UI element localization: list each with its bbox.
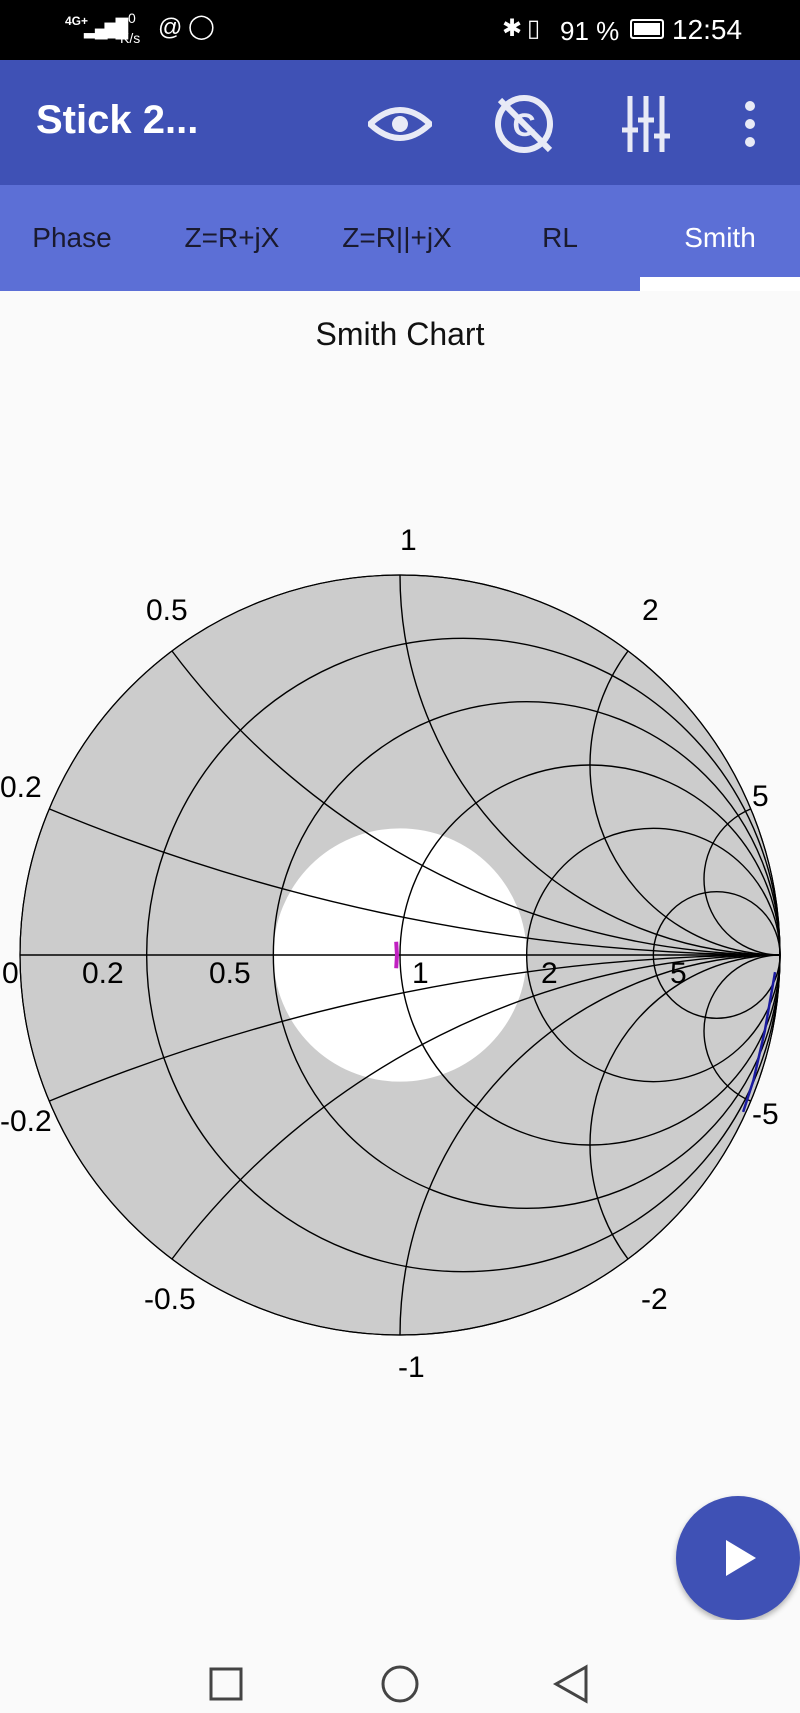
app-title: Stick 2...: [36, 98, 199, 142]
reactance-arc-2: [589, 650, 781, 956]
label-x-neg0.5: -0.5: [144, 1283, 196, 1316]
status-bar: 4G+ ▂▄▆█ 0 K/s @ ◯ ✱ ▯ 91 % 12:54: [0, 0, 800, 60]
tab-rl[interactable]: RL: [542, 222, 578, 253]
reactance-arc-0.5: [171, 650, 781, 956]
network-indicator: 4G+: [65, 14, 89, 28]
vibrate-icon: ▯: [527, 15, 541, 42]
battery-icon: [630, 19, 664, 39]
recents-icon[interactable]: [208, 1666, 244, 1702]
tab-bar: Phase Z=R+jX Z=R||+jX RL Smith: [0, 185, 800, 291]
label-x-neg1: -1: [398, 1351, 425, 1384]
tab-parallel-impedance[interactable]: Z=R||+jX: [342, 222, 452, 253]
label-x-0.5: 0.5: [146, 594, 188, 627]
reactance-arc--0.2: [48, 954, 781, 1102]
no-c-icon[interactable]: C: [492, 92, 556, 156]
label-x-neg2: -2: [641, 1283, 668, 1316]
bluetooth-icon: ✱: [502, 15, 523, 42]
label-x-2: 2: [642, 594, 659, 627]
label-x-neg0.2: -0.2: [0, 1105, 52, 1138]
chart-title: Smith Chart: [315, 316, 485, 352]
battery-percent: 91 %: [560, 16, 620, 46]
label-r-5: 5: [670, 957, 687, 990]
equalizer-icon[interactable]: [616, 92, 680, 156]
reactance-arc-1: [399, 574, 781, 956]
label-x-1: 1: [400, 524, 417, 557]
label-r-2: 2: [541, 957, 558, 990]
speed-unit: K/s: [120, 30, 141, 46]
trace-2: [741, 971, 777, 1113]
chart-outline: [19, 574, 781, 1336]
navigation-bar: [0, 1620, 800, 1713]
clock: 12:54: [672, 14, 743, 45]
app-bar: Stick 2... C: [0, 60, 800, 185]
back-icon[interactable]: [552, 1664, 592, 1704]
reactance-arc--1: [399, 954, 781, 1336]
active-tab-indicator: [640, 277, 800, 291]
at-icon: @: [158, 14, 183, 41]
tab-smith[interactable]: Smith: [684, 222, 756, 253]
speed-value: 0: [128, 10, 136, 26]
whatsapp-icon: ◯: [188, 13, 215, 40]
play-icon: [726, 1540, 756, 1576]
label-r-1: 1: [412, 957, 429, 990]
reactance-arc--5: [703, 954, 781, 1102]
label-x-neg5: -5: [752, 1098, 779, 1131]
tab-series-impedance[interactable]: Z=R+jX: [184, 222, 280, 253]
reactance-arc--2: [589, 954, 781, 1260]
home-icon[interactable]: [380, 1664, 420, 1704]
trace-1: [394, 941, 399, 969]
label-r-0: 0: [2, 957, 19, 990]
reactance-arc-5: [703, 808, 781, 956]
label-x-0.2: 0.2: [0, 771, 42, 804]
reactance-arc-0.2: [48, 808, 781, 956]
play-button[interactable]: [676, 1496, 800, 1620]
more-vert-icon[interactable]: [718, 92, 782, 156]
label-r-0.5: 0.5: [209, 957, 251, 990]
eye-icon[interactable]: [368, 92, 432, 156]
label-r-0.2: 0.2: [82, 957, 124, 990]
smith-chart[interactable]: 1 0.5 2 0.2 5 0 0.2 0.5 1 2 5 -0.2 -5 -0…: [0, 0, 800, 1500]
label-x-5: 5: [752, 780, 769, 813]
reactance-arc--0.5: [171, 954, 781, 1260]
signal-icon: ▂▄▆█: [84, 18, 128, 38]
tab-phase[interactable]: Phase: [32, 222, 112, 253]
